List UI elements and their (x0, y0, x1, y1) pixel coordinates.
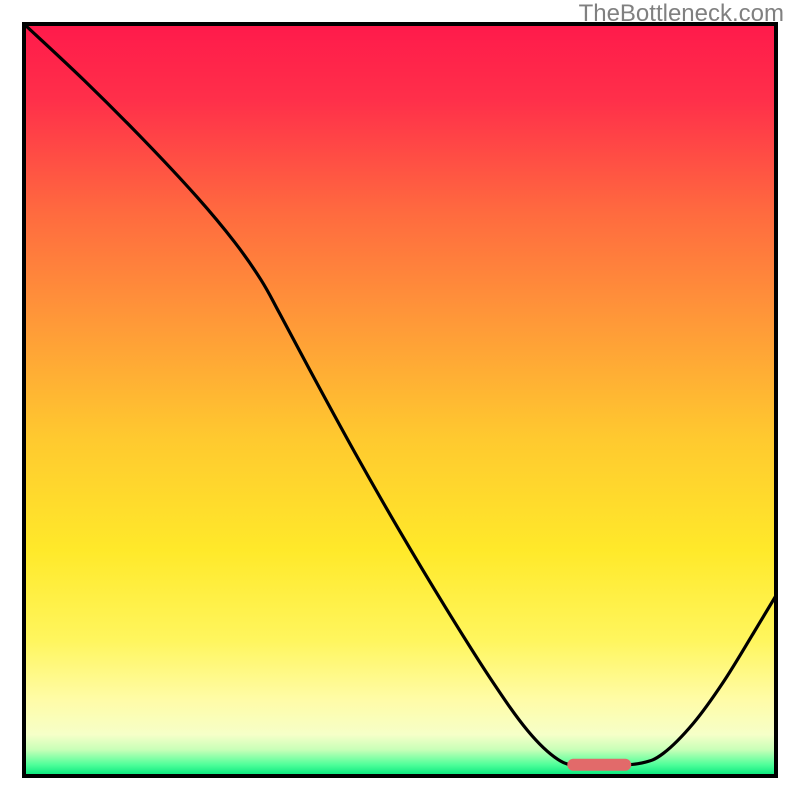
plot-background (24, 24, 776, 776)
bottleneck-gradient-chart: TheBottleneck.com (0, 0, 800, 800)
chart-svg (0, 0, 800, 800)
bottleneck-marker (567, 759, 631, 771)
